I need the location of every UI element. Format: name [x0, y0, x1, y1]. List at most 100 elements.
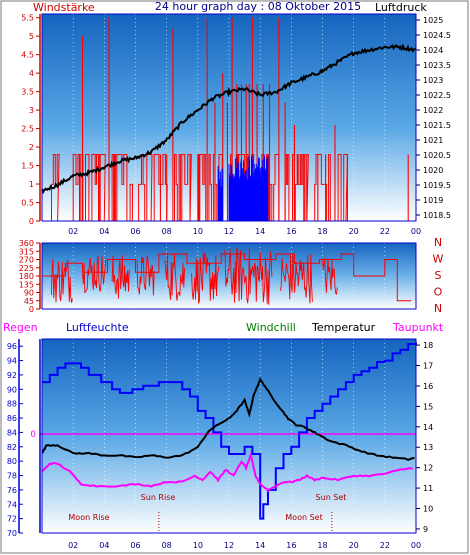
humidity-tick-label: 76 [7, 486, 17, 495]
wind-tick-label: 0 [29, 217, 34, 226]
temperature-tick-label: 16 [423, 382, 433, 391]
pressure-tick-label: 1023.5 [423, 61, 451, 70]
hour-tick-label: 16 [286, 541, 296, 550]
temperatur-line [41, 376, 415, 461]
pressure-tick-label: 1019 [423, 196, 443, 205]
humidity-tick-label: 84 [7, 428, 17, 437]
compass-label: W [433, 253, 444, 266]
moon-rise-label: Moon Rise [68, 513, 109, 522]
pressure-tick-label: 1020.5 [423, 151, 451, 160]
hour-x-ticks: 02 04 06 08 10 12 14 16 18 20 22 00 [68, 227, 421, 236]
dewpoint-title: Taupunkt [392, 321, 444, 334]
hour-tick-label: 10 [193, 227, 203, 236]
humidity-tick-label: 74 [7, 500, 17, 509]
hour-tick-label: 14 [255, 541, 265, 550]
pressure-tick-label: 1024.5 [423, 31, 451, 40]
chart-title: 24 hour graph day : 08 Oktober 2015 [155, 0, 361, 13]
hour-tick-label: 12 [224, 541, 234, 550]
direction-tick-label: 180 [19, 272, 34, 281]
temperature-tick-label: 9 [423, 525, 428, 534]
direction-noise [191, 252, 220, 305]
wind-direction-frame [41, 242, 417, 310]
hour-tick-label: 02 [68, 541, 78, 550]
pressure-line [41, 43, 416, 195]
pressure-tick-label: 1024 [423, 46, 443, 55]
direction-noise [279, 253, 313, 304]
temperature-tick-label: 14 [423, 423, 433, 432]
humidity-tick-label: 90 [7, 385, 17, 394]
hour-tick-label: 14 [255, 227, 265, 236]
temperature-y-ticks: 9 10 11 12 13 14 15 16 17 18 [416, 341, 433, 534]
wind-y-ticks: 0 0.5 1 1.5 2 2.5 3 3.5 4 4.5 5 5.5 [21, 14, 40, 226]
hour-tick-label: 00 [411, 541, 421, 550]
hour-tick-label: 10 [193, 541, 203, 550]
humidity-tick-label: 86 [7, 414, 17, 423]
hour-tick-label: 16 [286, 227, 296, 236]
hour-tick-label: 20 [349, 227, 359, 236]
direction-noise [322, 257, 338, 295]
hour-tick-label: 06 [130, 541, 140, 550]
temperature-tick-label: 18 [423, 341, 433, 350]
humidity-tick-label: 88 [7, 400, 17, 409]
direction-tick-label: 225 [19, 264, 34, 273]
humidity-tick-label: 72 [7, 515, 17, 524]
wind-tick-label: 4 [29, 69, 34, 78]
wind-direction-series [42, 247, 412, 305]
humidity-tick-label: 80 [7, 457, 17, 466]
wind-tick-label: 3.5 [21, 88, 34, 97]
temperature-tick-label: 12 [423, 464, 433, 473]
compass-label: S [435, 269, 442, 282]
temperature-title: Temperatur [311, 321, 376, 334]
pressure-tick-label: 1019.5 [423, 181, 451, 190]
hour-tick-label: 12 [224, 227, 234, 236]
compass-label: N [434, 302, 442, 315]
wind-tick-label: 5 [29, 32, 34, 41]
pressure-tick-label: 1022 [423, 106, 443, 115]
wind-tick-label: 1.5 [21, 162, 34, 171]
direction-noise [223, 247, 273, 305]
temperature-tick-label: 13 [423, 443, 433, 452]
pressure-tick-label: 1018.5 [423, 211, 451, 220]
sun-rise-label: Sun Rise [141, 493, 176, 502]
sun-moon-annotations: Sun Rise Sun Set Moon Rise Moon Set [68, 493, 346, 522]
direction-tick-label: 90 [24, 289, 34, 298]
pressure-tick-label: 1023 [423, 76, 443, 85]
pressure-tick-label: 1025 [423, 16, 443, 25]
pressure-tick-label: 1022.5 [423, 91, 451, 100]
humidity-axis-title: Luftfeuchte [66, 321, 129, 334]
humidity-tick-label: 92 [7, 371, 17, 380]
windchill-title: Windchill [246, 321, 296, 334]
direction-noise [82, 255, 107, 294]
temperature-tick-label: 10 [423, 504, 433, 513]
moon-set-label: Moon Set [285, 513, 322, 522]
direction-tick-label: 45 [24, 297, 34, 306]
pressure-tick-label: 1020 [423, 166, 443, 175]
pressure-tick-label: 1021.5 [423, 121, 451, 130]
wind-tick-label: 2.5 [21, 125, 34, 134]
compass-label: O [434, 286, 443, 299]
sun-moon-markers [158, 512, 333, 533]
temp-humidity-series [40, 342, 417, 520]
pressure-y-ticks: 1018.5 1019 1019.5 1020 1020.5 1021 1021.5 1022… [416, 16, 451, 220]
humidity-y-ticks: 70 72 74 76 78 80 82 84 86 88 90 92 94 96 [7, 342, 23, 538]
wind-pressure-panel: 0 0.5 1 1.5 2 2.5 3 3.5 4 4.5 5 5.5 1018.5 1019 1019.… [21, 13, 451, 236]
pressure-series [41, 43, 416, 195]
direction-noise [164, 253, 186, 301]
hour-tick-label: 20 [349, 541, 359, 550]
temp-humidity-panel: Sun Rise Sun Set Moon Rise Moon Set 70 72… [7, 338, 433, 550]
humidity-tick-label: 78 [7, 472, 17, 481]
hour-tick-label: 00 [411, 227, 421, 236]
humidity-tick-label: 96 [7, 342, 17, 351]
wind-pressure-frame [41, 13, 417, 222]
wind-tick-label: 0.5 [21, 199, 34, 208]
pressure-axis-title: Luftdruck [375, 1, 427, 14]
hour-tick-label: 06 [130, 227, 140, 236]
direction-tick-label: 360 [19, 239, 34, 248]
direction-noise [111, 254, 130, 299]
hour-tick-label: 02 [68, 227, 78, 236]
hour-tick-label: 22 [380, 541, 390, 550]
